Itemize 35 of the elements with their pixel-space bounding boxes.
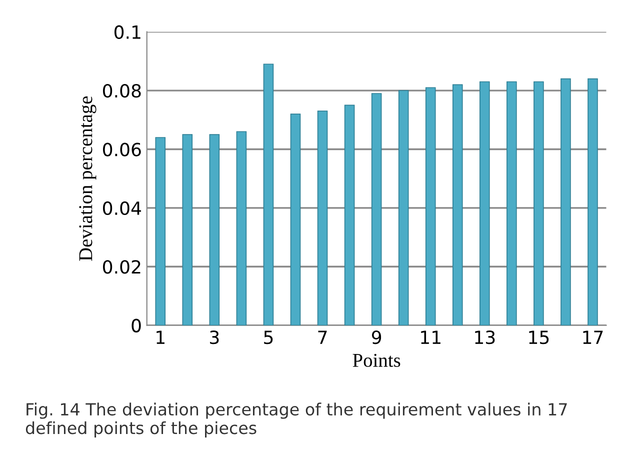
x-tick-label: 15	[529, 330, 549, 344]
x-tick-label: 3	[210, 330, 219, 344]
bar	[452, 84, 463, 326]
y-tick-label: 0.04	[103, 201, 141, 216]
bar	[344, 104, 355, 326]
bar	[560, 78, 571, 326]
bar	[263, 64, 274, 326]
bar	[209, 134, 220, 326]
x-tick-label: 9	[372, 330, 382, 344]
y-tick-label: 0.1	[114, 25, 140, 39]
bar	[182, 134, 193, 326]
bar	[317, 110, 328, 326]
y-axis-title: Deviation percentage	[79, 96, 96, 261]
y-tick-label: 0	[132, 318, 141, 332]
bar	[480, 81, 490, 326]
x-tick-label: 13	[475, 330, 495, 344]
bar	[588, 78, 598, 326]
bar	[506, 81, 517, 326]
x-axis-title: Points	[352, 354, 400, 367]
y-tick-label: 0.08	[103, 84, 141, 98]
x-tick-label: 17	[583, 330, 603, 344]
x-tick-label: 5	[264, 330, 273, 344]
y-tick-label: 0.06	[103, 142, 141, 156]
bar	[236, 131, 247, 326]
bar	[398, 90, 409, 326]
x-tick-label: 7	[318, 330, 327, 344]
bar	[371, 93, 382, 326]
bar	[155, 137, 166, 326]
bar	[290, 114, 301, 326]
x-tick-label: 1	[156, 330, 164, 344]
y-tick-label: 0.02	[103, 260, 140, 274]
caption: Fig. 14 The deviation percentage of the requirement values in 17 defined points of the pieces	[26, 402, 567, 438]
bar	[534, 81, 544, 326]
x-tick-label: 11	[421, 330, 440, 344]
bar	[425, 87, 436, 326]
